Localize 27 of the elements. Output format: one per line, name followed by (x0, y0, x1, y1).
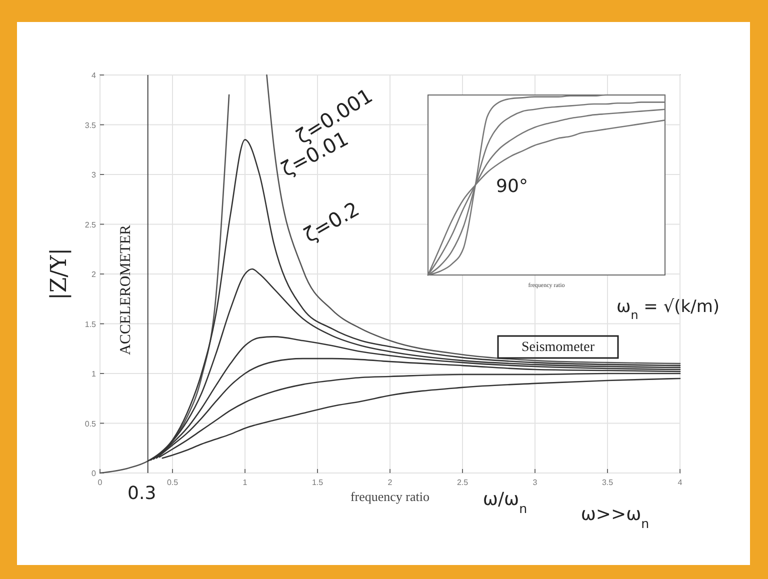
y-tick-label: 1 (92, 370, 97, 378)
x-tick-label: 4 (678, 478, 683, 487)
x-tick-label: 0.5 (166, 478, 179, 487)
y-axis-title: |Z/Y| (47, 248, 72, 300)
x-axis-title: frequency ratio (350, 489, 430, 504)
annotation: ω$_{n}$ = √(k/m) (616, 297, 720, 322)
ref-line-label: 0.3 (128, 483, 156, 504)
x-tick-label: 3.5 (602, 478, 614, 487)
x-tick-label: 3 (532, 478, 538, 487)
y-tick-label: 3.5 (84, 120, 97, 130)
y-tick-label: 2.5 (84, 220, 97, 230)
y-tick-label: 1.5 (84, 320, 97, 329)
x-tick-label: 0 (98, 478, 103, 487)
y-tick-label: 3 (92, 170, 97, 180)
x-tick-label: 2 (388, 478, 393, 487)
x-tick-label: 1 (242, 478, 248, 487)
y-tick-label: 0 (92, 469, 97, 478)
annotation: ACCELEROMETER (118, 225, 134, 355)
annotation: Seismometer (521, 340, 595, 355)
y-tick-label: 4 (92, 71, 97, 80)
x-tick-label: 1.5 (312, 478, 324, 487)
y-tick-label: 0.5 (84, 419, 97, 428)
y-tick-label: 2 (92, 270, 97, 279)
x-tick-label: 2.5 (456, 478, 469, 487)
text: ω>>ω$_{n}$ (580, 504, 650, 530)
text: ω/ω$_{n}$ (482, 489, 528, 516)
annotation: 90° (496, 176, 528, 197)
